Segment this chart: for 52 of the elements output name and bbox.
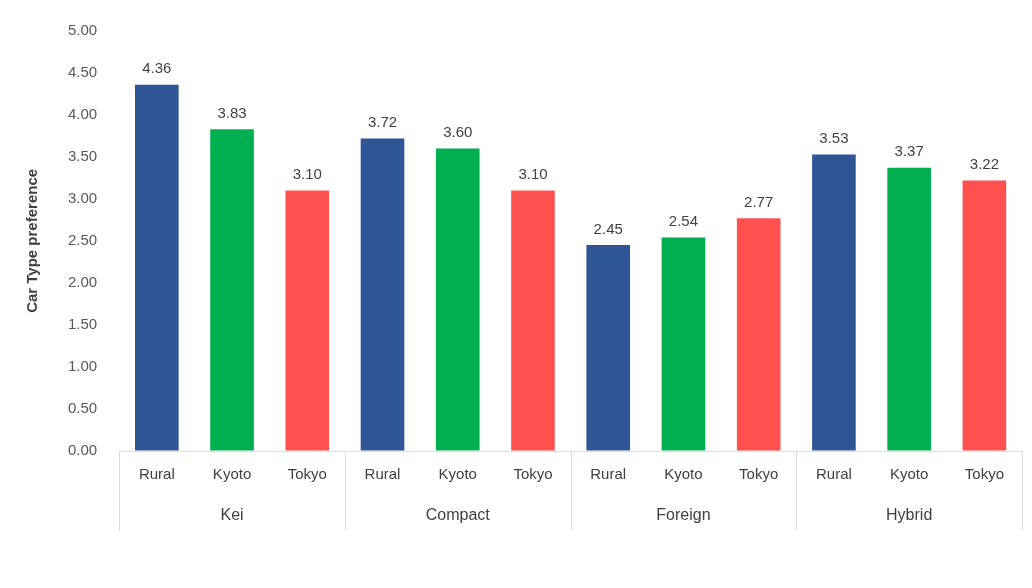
y-tick-label: 1.00 [67, 356, 98, 374]
bar [360, 138, 405, 451]
data-label: 3.10 [518, 165, 548, 183]
text: Rural [364, 464, 401, 482]
x-tick-label: Foreign [656, 505, 711, 523]
data-label: 4.36 [142, 59, 172, 77]
y-tick-label: 2.50 [67, 231, 98, 249]
data-label: 3.37 [894, 142, 924, 160]
text: Tokyo [513, 464, 553, 482]
bar [962, 180, 1007, 451]
bar [736, 218, 781, 451]
data-label: 3.72 [367, 113, 398, 131]
y-tick-label: 5.00 [67, 21, 98, 39]
series-label: Tokyo [287, 464, 327, 482]
bar [661, 237, 706, 451]
bar [210, 129, 254, 451]
bar [812, 154, 856, 451]
bar [887, 167, 931, 451]
y-tick-label: 2.00 [67, 273, 98, 291]
y-tick-label: 3.00 [67, 189, 98, 207]
bar [435, 148, 480, 451]
data-label: 3.53 [819, 129, 849, 147]
bar [285, 190, 330, 451]
x-tick-label: Hybrid [886, 505, 933, 523]
data-label: 3.10 [292, 165, 322, 183]
bar [511, 190, 555, 451]
text: Tokyo [964, 464, 1004, 482]
data-label: 3.83 [217, 103, 247, 121]
y-tick-label: 4.00 [67, 105, 98, 123]
x-tick-label: Compact [425, 505, 491, 523]
x-tick-label: Kei [220, 505, 244, 523]
text: Kyoto [889, 464, 929, 482]
bar [586, 245, 631, 451]
y-tick-label: 0.00 [67, 440, 98, 458]
y-tick-label: 3.50 [67, 147, 98, 165]
text: Rural [590, 464, 627, 482]
data-label: 2.45 [593, 219, 623, 237]
bar [134, 84, 179, 451]
data-label: 3.22 [969, 155, 999, 173]
y-axis-title: Car Type preference [23, 168, 41, 313]
text: Kyoto [438, 464, 477, 482]
data-label: 2.54 [668, 212, 699, 230]
data-label: 2.77 [744, 192, 774, 210]
series-label: Kyoto [212, 464, 252, 482]
text: Rural [815, 464, 852, 482]
text: Tokyo [739, 464, 779, 482]
y-tick-label: 1.50 [67, 315, 98, 332]
data-label: 3.60 [443, 123, 473, 141]
series-label: Rural [138, 464, 175, 482]
text: Kyoto [664, 464, 703, 482]
y-tick-label: 4.50 [67, 63, 98, 81]
y-tick-label: 0.50 [67, 398, 98, 416]
